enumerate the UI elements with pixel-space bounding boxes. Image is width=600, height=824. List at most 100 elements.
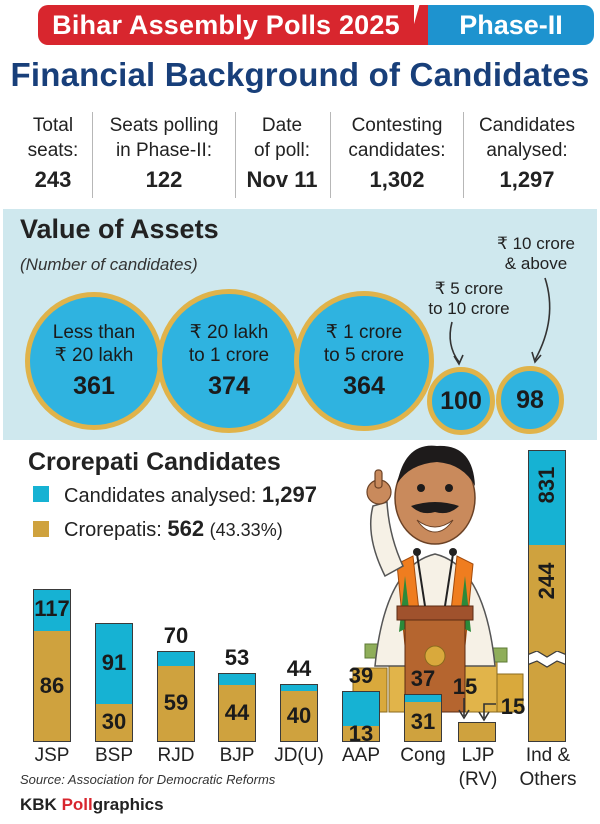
legend-value: 1,297: [261, 482, 317, 507]
arrow-10-crore: [534, 277, 551, 361]
bar-label-analysed: 15: [452, 674, 478, 700]
asset-bubble-20-lakh-to-1-crore: ₹ 20 lakh to 1 crore 374: [157, 289, 301, 433]
bar-label-crorepatis: 13: [348, 720, 374, 746]
bar-segment-analysed: [158, 651, 194, 666]
bar-label-crorepatis: 86: [39, 672, 65, 698]
politician-illustration: [352, 445, 524, 713]
category-label: Ind & Others: [519, 745, 577, 790]
credit: KBK Pollgraphics: [20, 795, 164, 815]
stat-value: 1,302: [369, 167, 425, 192]
bar-label-crorepatis: 30: [101, 709, 127, 735]
bar-cong: [404, 693, 442, 742]
page-title: Financial Background of Candidates: [10, 56, 590, 93]
bubble-label: to 1 crore: [188, 345, 270, 366]
assets-title: Value of Assets: [20, 214, 219, 244]
legend-analysed: Candidates analysed: 1,297: [64, 482, 317, 508]
stat-value: 243: [34, 167, 72, 192]
arrowhead: [531, 351, 542, 364]
bubble-label: ₹ 1 crore: [325, 322, 403, 343]
category-label: BJP: [219, 745, 255, 766]
bar-segment-analysed: [281, 685, 317, 691]
asset-bubble-under-20-lakh: Less than ₹ 20 lakh 361: [25, 292, 163, 430]
bar-label-analysed: 70: [163, 622, 189, 648]
legend-value: 562: [167, 516, 205, 541]
bar-ind-others: [528, 450, 566, 742]
bar-label-analysed: 117: [34, 596, 70, 622]
header-phase-badge: Phase-II: [428, 5, 594, 45]
category-label: Cong: [400, 745, 446, 766]
bar-segment-analysed: [343, 692, 379, 726]
bar-aap: [342, 691, 380, 742]
bar-segment-analysed: [405, 694, 441, 703]
legend-label: Candidates analysed:: [64, 485, 257, 507]
stat-value: 1,297: [499, 167, 555, 192]
bubble-5-10-crore-caption: ₹ 5 crore to 10 crore: [414, 279, 524, 319]
bar-label-analysed: 44: [286, 656, 312, 682]
bar-label-crorepatis: 40: [286, 702, 312, 728]
asset-bubble-10-crore-above: 98: [496, 366, 564, 434]
stat-label: Contesting: [351, 115, 443, 136]
crorepati-title: Crorepati Candidates: [28, 448, 281, 476]
legend-swatch-crorepatis: [33, 521, 49, 537]
legend-label: Crorepatis:: [64, 519, 162, 541]
bar-label-analysed: 39: [348, 663, 374, 689]
asset-bubble-5-to-10-crore: 100: [427, 367, 495, 435]
bubble-value: 361: [73, 372, 115, 400]
bar-segment-analysed: [96, 624, 132, 704]
bar-jsp: [33, 589, 71, 742]
category-label: JD(U): [274, 745, 324, 766]
bubble-label: ₹ 20 lakh: [189, 322, 269, 343]
assets-subtitle: (Number of candidates): [20, 255, 198, 274]
source-note: Source: Association for Democratic Refor…: [20, 772, 276, 787]
bar-label-crorepatis: 244: [534, 562, 559, 600]
stat-analysed: Candidates analysed: 1,297: [466, 113, 588, 193]
bar-label-crorepatis: 15: [500, 694, 526, 720]
bubble-label: Less than: [52, 322, 136, 343]
caption-line: ₹ 10 crore: [497, 234, 575, 253]
stat-label: candidates:: [348, 140, 446, 161]
legend-crorepatis: Crorepatis: 562 (43.33%): [64, 516, 283, 542]
stat-label: seats:: [27, 140, 79, 161]
stat-label: in Phase-II:: [115, 140, 213, 161]
arrowhead: [453, 354, 464, 366]
asset-bubble-1-to-5-crore: ₹ 1 crore to 5 crore 364: [294, 291, 434, 431]
category-label: BSP: [94, 745, 134, 766]
bubble-value: 98: [516, 385, 544, 414]
bar-jd-u: [280, 684, 318, 742]
category-label: AAP: [341, 745, 381, 766]
bar-label-crorepatis: 44: [224, 700, 250, 726]
caption-line: ₹ 5 crore: [434, 279, 504, 298]
bar-segment-analysed: [34, 590, 70, 631]
header-title: Bihar Assembly Polls 2025: [38, 5, 414, 45]
bar-label-analysed: 53: [224, 644, 250, 670]
divider: [92, 112, 93, 198]
bar-label-crorepatis: 59: [163, 690, 189, 716]
stat-label: Seats polling: [109, 115, 219, 136]
bubble-label: ₹ 20 lakh: [54, 345, 134, 366]
bubble-value: 100: [440, 386, 482, 415]
bar-label-analysed: 91: [101, 649, 127, 675]
stat-seats-polling: Seats polling in Phase-II: 122: [96, 113, 232, 193]
stat-label: Total: [32, 115, 74, 136]
bar-label-analysed: 37: [410, 665, 436, 691]
divider: [235, 112, 236, 198]
legend-swatch-analysed: [33, 486, 49, 502]
stat-label: Candidates: [478, 115, 576, 136]
stat-value: Nov 11: [246, 167, 318, 192]
bar-ljp-rv: [458, 722, 496, 742]
credit-prefix: KBK: [20, 795, 62, 814]
bubble-value: 364: [343, 372, 385, 400]
category-label: JSP: [34, 745, 70, 766]
category-label: RJD: [157, 745, 195, 766]
arrow-5-10-crore: [449, 321, 460, 363]
divider: [463, 112, 464, 198]
stat-label: Date: [261, 115, 303, 136]
bubble-10-crore-caption: ₹ 10 crore & above: [486, 234, 586, 274]
ljp-label-arrows: [458, 698, 496, 722]
bubble-value: 374: [208, 372, 250, 400]
stat-label: analysed:: [486, 140, 568, 161]
credit-suffix: graphics: [92, 795, 164, 814]
